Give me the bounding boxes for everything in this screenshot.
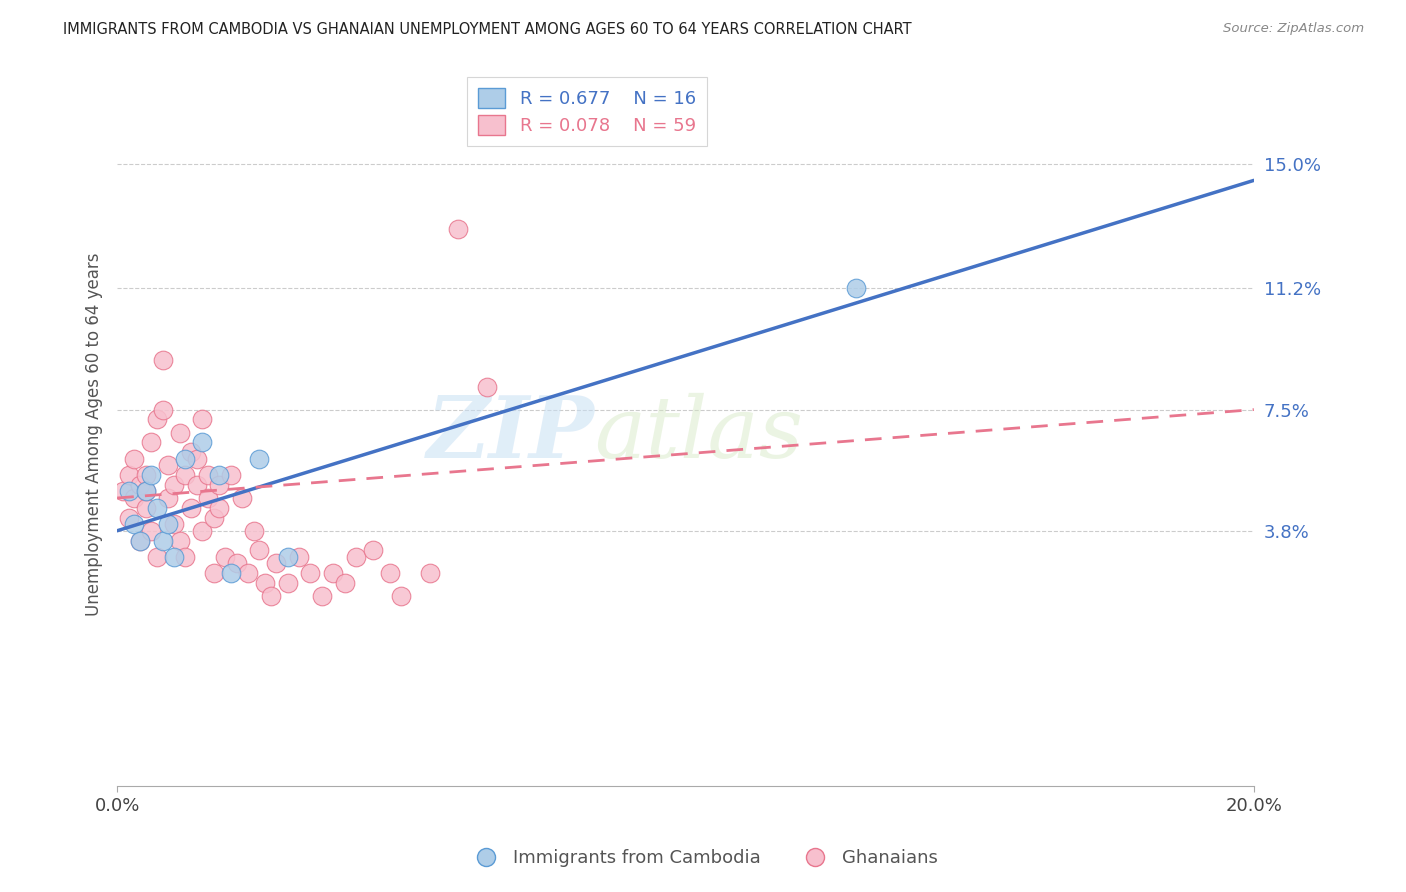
Point — [152, 402, 174, 417]
Point — [378, 566, 401, 581]
Point — [845, 281, 868, 295]
Point — [169, 533, 191, 548]
Point — [157, 491, 180, 505]
Point — [122, 517, 145, 532]
Point — [191, 412, 214, 426]
Point — [225, 557, 247, 571]
Point — [361, 543, 384, 558]
Point — [174, 549, 197, 564]
Point — [288, 549, 311, 564]
Point — [389, 589, 412, 603]
Point — [129, 533, 152, 548]
Point — [419, 566, 441, 581]
Point — [129, 478, 152, 492]
Point — [141, 468, 163, 483]
Point — [191, 435, 214, 450]
Point — [122, 451, 145, 466]
Point — [344, 549, 367, 564]
Point — [219, 566, 242, 581]
Point — [333, 576, 356, 591]
Point — [152, 353, 174, 368]
Point — [447, 222, 470, 236]
Point — [157, 517, 180, 532]
Point — [202, 566, 225, 581]
Point — [266, 557, 288, 571]
Point — [299, 566, 322, 581]
Point — [141, 435, 163, 450]
Text: Source: ZipAtlas.com: Source: ZipAtlas.com — [1223, 22, 1364, 36]
Point — [117, 510, 139, 524]
Point — [186, 478, 208, 492]
Point — [242, 524, 264, 538]
Point — [191, 524, 214, 538]
Point — [135, 484, 157, 499]
Point — [146, 549, 169, 564]
Text: atlas: atlas — [595, 392, 804, 475]
Text: IMMIGRANTS FROM CAMBODIA VS GHANAIAN UNEMPLOYMENT AMONG AGES 60 TO 64 YEARS CORR: IMMIGRANTS FROM CAMBODIA VS GHANAIAN UNE… — [63, 22, 912, 37]
Point — [214, 549, 236, 564]
Point — [231, 491, 253, 505]
Point — [208, 500, 231, 515]
Point — [247, 543, 270, 558]
Point — [197, 468, 219, 483]
Point — [169, 425, 191, 440]
Point — [180, 500, 202, 515]
Point — [174, 451, 197, 466]
Point — [141, 524, 163, 538]
Y-axis label: Unemployment Among Ages 60 to 64 years: Unemployment Among Ages 60 to 64 years — [86, 252, 103, 615]
Point — [186, 451, 208, 466]
Point — [247, 451, 270, 466]
Point — [208, 468, 231, 483]
Point — [322, 566, 344, 581]
Point — [152, 533, 174, 548]
Point — [111, 484, 134, 499]
Point — [311, 589, 333, 603]
Point — [202, 510, 225, 524]
Point — [163, 478, 186, 492]
Point — [117, 468, 139, 483]
Point — [277, 576, 299, 591]
Point — [135, 500, 157, 515]
Point — [129, 533, 152, 548]
Point — [208, 478, 231, 492]
Point — [146, 412, 169, 426]
Point — [253, 576, 276, 591]
Legend: Immigrants from Cambodia, Ghanaians: Immigrants from Cambodia, Ghanaians — [461, 842, 945, 874]
Point — [180, 445, 202, 459]
Point — [197, 491, 219, 505]
Point — [174, 468, 197, 483]
Point — [236, 566, 259, 581]
Point — [146, 500, 169, 515]
Point — [475, 379, 498, 393]
Point — [163, 549, 186, 564]
Point — [259, 589, 281, 603]
Legend: R = 0.677    N = 16, R = 0.078    N = 59: R = 0.677 N = 16, R = 0.078 N = 59 — [467, 77, 707, 145]
Point — [219, 468, 242, 483]
Text: ZIP: ZIP — [426, 392, 595, 476]
Point — [117, 484, 139, 499]
Point — [157, 458, 180, 473]
Point — [135, 484, 157, 499]
Point — [163, 517, 186, 532]
Point — [122, 491, 145, 505]
Point — [135, 468, 157, 483]
Point — [277, 549, 299, 564]
